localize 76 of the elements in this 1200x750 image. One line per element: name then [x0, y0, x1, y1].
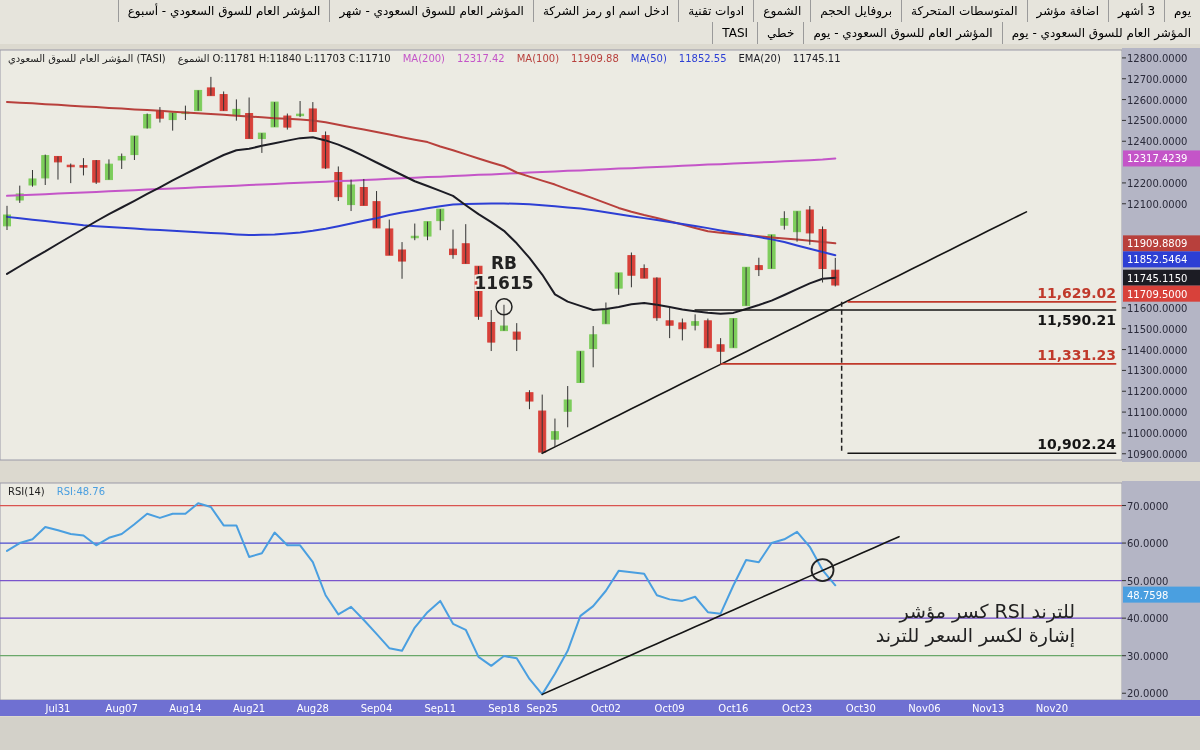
- text: يوم: [1164, 0, 1200, 22]
- y-tick-label: 11600.0000: [1127, 302, 1188, 314]
- y-tick-label: 12800.0000: [1127, 52, 1188, 64]
- series-label: 11,629.02: [1037, 284, 1116, 301]
- text: الشموع: [753, 0, 811, 22]
- text: 3 أشهر: [1108, 0, 1165, 22]
- text: EMA(20): [738, 53, 781, 64]
- y-tick-label: 30.0000: [1127, 650, 1169, 662]
- annotation: 11745.11: [792, 53, 841, 64]
- y-tick-label: 11000.0000: [1127, 427, 1188, 439]
- y-tick-label: 60.0000: [1127, 538, 1169, 550]
- y-tick-label: 12500.0000: [1127, 115, 1188, 127]
- text: 11909.8809: [1127, 238, 1188, 250]
- y-tick-label: 11400.0000: [1127, 344, 1188, 356]
- x-tick-label: Oct09: [654, 703, 685, 714]
- x-tick-label: Nov20: [1035, 703, 1069, 714]
- chart-title: المؤشر العام للسوق السعودي (TASI): [8, 53, 166, 65]
- annotation: كسر مؤشر RSI للترند: [898, 600, 1075, 623]
- text: MA(50): [630, 53, 667, 64]
- text: ادخل اسم او رمز الشركة: [532, 0, 679, 22]
- x-tick-label: Oct02: [590, 703, 621, 714]
- x-tick-label: Sep18: [488, 703, 520, 714]
- text: المتوسطات المتحركة: [901, 0, 1027, 22]
- y-tick-label: 11500.0000: [1127, 323, 1188, 335]
- x-tick-label: Aug28: [296, 703, 329, 714]
- annotation: 12317.42: [457, 53, 505, 64]
- text: المؤشر العام للسوق السعودي - يوم: [803, 22, 1002, 44]
- series-label: 11,331.23: [1037, 346, 1116, 363]
- x-tick-label: Oct16: [718, 703, 749, 714]
- y-tick-label: 11200.0000: [1127, 386, 1188, 398]
- x-tick-label: Oct23: [782, 703, 813, 714]
- annotation: 11909.88: [571, 53, 619, 64]
- annotation: RSI:48.76: [56, 486, 106, 497]
- y-tick-label: 12200.0000: [1127, 177, 1188, 189]
- x-tick-label: Aug07: [105, 703, 138, 714]
- y-tick-label: 40.0000: [1127, 613, 1169, 625]
- annotation: الشموع O:11781 H:11840 L:11703 C:11710: [177, 53, 391, 65]
- x-tick-label: Nov13: [972, 703, 1005, 714]
- x-tick-label: Jul31: [44, 703, 71, 714]
- y-tick-label: 12700.0000: [1127, 73, 1188, 85]
- annotation: إشارة لكسر السعر للترند: [875, 624, 1075, 648]
- series-label: 10,902.24: [1037, 436, 1117, 453]
- text: بروفايل الحجم: [810, 0, 902, 22]
- y-tick-label: 70.0000: [1127, 500, 1169, 512]
- x-tick-label: Nov06: [908, 703, 941, 714]
- y-tick-label: 20.0000: [1127, 688, 1169, 700]
- text: ادوات تقنية: [678, 0, 754, 22]
- text: MA(200): [402, 53, 446, 64]
- x-tick-label: Sep25: [526, 703, 558, 714]
- y-tick-label: 12600.0000: [1127, 94, 1188, 106]
- series-label: 11,590.21: [1037, 311, 1116, 328]
- y-tick-label: 12400.0000: [1127, 136, 1188, 148]
- text: المؤشر العام للسوق السعودي - يوم: [1001, 22, 1200, 44]
- x-tick-label: Aug21: [232, 703, 266, 714]
- text: اضافة مؤشر: [1026, 0, 1109, 22]
- annotation: 11852.55: [678, 53, 727, 64]
- text: 11852.5464: [1127, 254, 1188, 266]
- x-tick-label: Sep04: [360, 703, 393, 714]
- text: 11745.1150: [1127, 272, 1188, 284]
- text: 48.7598: [1127, 589, 1169, 601]
- x-tick-label: Sep11: [424, 703, 457, 714]
- text: TASI: [712, 22, 758, 44]
- text: خطي: [757, 22, 804, 44]
- y-tick-label: 11100.0000: [1127, 407, 1188, 419]
- text: MA(100): [516, 53, 560, 64]
- y-tick-label: 12100.0000: [1127, 198, 1188, 210]
- y-tick-label: 11300.0000: [1127, 365, 1188, 377]
- x-tick-label: Aug14: [169, 703, 202, 714]
- y-tick-label: 50.0000: [1127, 575, 1169, 587]
- chart-title: RSI(14): [8, 486, 45, 497]
- text: المؤشر العام للسوق السعودي - شهر: [329, 0, 533, 22]
- y-tick-label: 10900.0000: [1127, 448, 1188, 460]
- x-tick-label: Oct30: [845, 703, 876, 714]
- text: 11709.5000: [1127, 288, 1188, 300]
- text: 12317.4239: [1127, 153, 1188, 165]
- text: المؤشر العام للسوق السعودي - أسبوع: [117, 0, 330, 22]
